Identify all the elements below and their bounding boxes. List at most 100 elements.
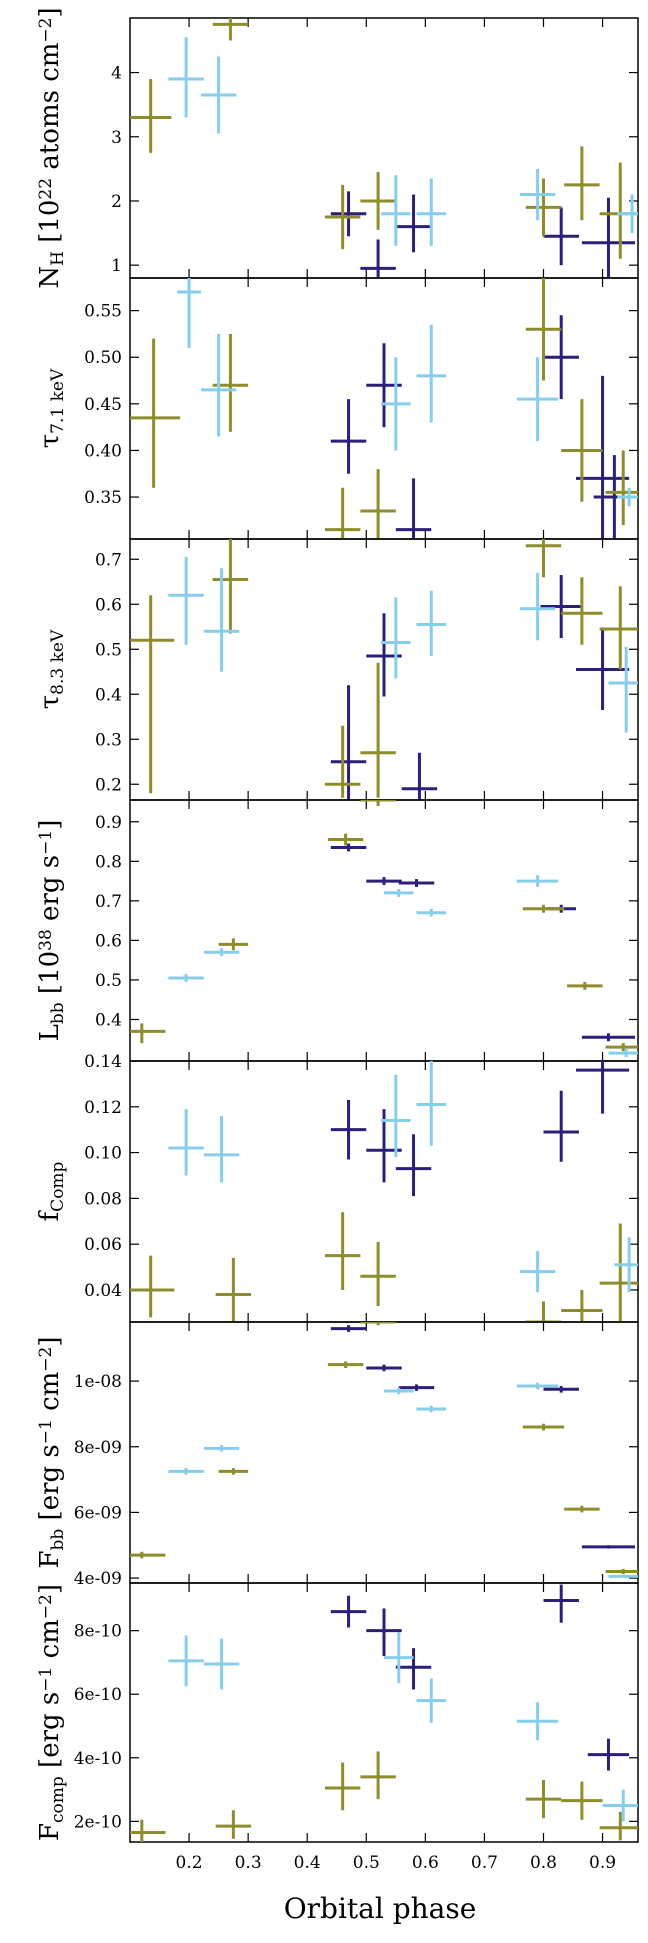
x-tick-label: 0.7 bbox=[471, 1853, 498, 1873]
data-point-light_blue bbox=[168, 1109, 204, 1176]
y-axis-title-part: 38 bbox=[36, 929, 56, 951]
panel-1: 1 2 3 4 NH [1022 atoms cm−2] bbox=[35, 7, 639, 289]
data-point-dark_navy bbox=[543, 1584, 579, 1623]
data-point-light_blue bbox=[608, 647, 638, 733]
data-point-olive bbox=[324, 184, 361, 250]
data-point-light_blue bbox=[168, 557, 204, 645]
y-axis-title-part: L bbox=[35, 1024, 65, 1041]
y-axis-title-part: f bbox=[35, 1209, 65, 1221]
y-tick-label: 0.4 bbox=[95, 685, 122, 705]
data-point-olive bbox=[561, 1781, 603, 1820]
data-point-dark_navy bbox=[581, 1545, 636, 1549]
y-axis-title-part: H bbox=[48, 251, 68, 266]
data-point-light_blue bbox=[203, 948, 240, 957]
y-tick-label: 2e-10 bbox=[74, 1812, 122, 1832]
y-tick-label: 0.5 bbox=[95, 640, 122, 660]
data-point-olive bbox=[218, 1468, 249, 1475]
x-tick-label: 0.3 bbox=[235, 1853, 262, 1873]
data-point-olive bbox=[130, 1255, 175, 1318]
y-tick-label: 4 bbox=[111, 64, 122, 84]
data-point-light_blue bbox=[384, 1632, 414, 1684]
data-point-olive bbox=[605, 1043, 638, 1052]
y-tick-label: 0.6 bbox=[95, 931, 122, 951]
data-point-light_blue bbox=[416, 590, 447, 656]
y-axis-title-part: −1 bbox=[36, 1419, 56, 1444]
y-tick-label: 0.3 bbox=[95, 730, 122, 750]
data-point-olive bbox=[525, 539, 562, 578]
y-axis-title-part: −2 bbox=[36, 1347, 56, 1372]
data-point-olive bbox=[525, 178, 562, 237]
y-tick-label: 0.10 bbox=[84, 1144, 122, 1164]
data-point-light_blue bbox=[416, 324, 447, 423]
data-point-light_blue bbox=[203, 1638, 240, 1690]
y-tick-label: 4e-09 bbox=[74, 1569, 122, 1589]
data-point-light_blue bbox=[168, 37, 204, 118]
data-point-olive bbox=[360, 1241, 396, 1306]
data-point-dark_navy bbox=[395, 1648, 432, 1690]
y-tick-label: 0.50 bbox=[84, 348, 122, 368]
data-point-light_blue bbox=[617, 194, 638, 234]
data-points bbox=[130, 1584, 638, 1842]
y-axis-title-part: cm bbox=[35, 1619, 65, 1666]
panel-4: 0.4 0.5 0.6 0.7 0.8 0.9 Lbb [1038 erg s−1] bbox=[35, 799, 639, 1062]
data-point-light_blue bbox=[519, 1251, 556, 1293]
panel-5: 0.04 0.06 0.08 0.10 0.12 0.14 fComp bbox=[35, 1052, 639, 1323]
y-axis-title-part: N bbox=[35, 266, 65, 289]
data-point-dark_navy bbox=[395, 478, 432, 539]
data-points bbox=[130, 800, 638, 1058]
y-axis-title-part: F bbox=[35, 1823, 65, 1841]
data-point-light_blue bbox=[177, 278, 201, 348]
data-point-dark_navy bbox=[395, 1134, 432, 1197]
data-point-olive bbox=[324, 1212, 361, 1290]
y-axis-title-part: ] bbox=[35, 7, 65, 17]
y-axis-title-part: τ bbox=[35, 695, 65, 709]
y-tick-label: 0.7 bbox=[95, 550, 122, 570]
data-point-light_blue bbox=[168, 1468, 204, 1475]
data-point-dark_navy bbox=[575, 375, 630, 539]
data-point-dark_navy bbox=[366, 877, 402, 886]
data-point-olive bbox=[130, 1023, 166, 1044]
data-point-olive bbox=[561, 1289, 603, 1322]
data-point-olive bbox=[130, 78, 172, 153]
data-point-olive bbox=[525, 278, 562, 381]
data-point-light_blue bbox=[200, 56, 237, 134]
x-tick-label: 0.9 bbox=[589, 1853, 616, 1873]
panel-7: 2e-10 4e-10 6e-10 8e-10 Fcomp [erg s−1 cm−2] bbox=[35, 1582, 639, 1843]
x-axis-title: Orbital phase bbox=[284, 1892, 477, 1925]
x-axis-ticks: 0.2 0.3 0.4 0.5 0.6 0.7 0.8 0.9 bbox=[176, 1853, 617, 1873]
panel-2: 0.35 0.40 0.45 0.50 0.55 τ7.1 keV bbox=[35, 277, 639, 540]
data-point-light_blue bbox=[416, 1405, 447, 1413]
y-axis-title-part: 22 bbox=[36, 178, 56, 200]
y-tick-label: 6e-10 bbox=[74, 1685, 122, 1705]
y-axis-title-part: Comp bbox=[48, 1161, 68, 1211]
y-tick-label: 0.12 bbox=[84, 1098, 122, 1118]
data-point-olive bbox=[561, 399, 603, 502]
y-tick-label: 0.4 bbox=[95, 1010, 122, 1030]
panel-6: 4e-09 6e-09 8e-09 1e-08 Fbb [erg s−1 cm−2] bbox=[35, 1321, 639, 1589]
y-axis-title-part: −1 bbox=[36, 830, 56, 855]
data-point-light_blue bbox=[519, 168, 556, 221]
data-point-dark_navy bbox=[366, 1608, 402, 1657]
data-point-olive bbox=[324, 1762, 361, 1811]
data-point-olive bbox=[215, 1810, 252, 1839]
data-point-light_blue bbox=[416, 178, 447, 246]
x-tick-label: 0.2 bbox=[176, 1853, 203, 1873]
data-point-dark_navy bbox=[543, 207, 579, 266]
y-axis-title-part: 8.3 keV bbox=[48, 629, 68, 695]
y-tick-label: 0.06 bbox=[84, 1235, 122, 1255]
data-point-light_blue bbox=[608, 1574, 638, 1579]
data-point-light_blue bbox=[203, 1445, 240, 1452]
x-tick-label: 0.6 bbox=[412, 1853, 439, 1873]
data-point-olive bbox=[522, 1423, 565, 1431]
y-tick-label: 0.35 bbox=[84, 488, 122, 508]
data-point-olive bbox=[567, 981, 603, 990]
data-point-olive bbox=[525, 1780, 562, 1819]
y-axis-title-part: ] bbox=[35, 1584, 65, 1594]
y-axis-title: fComp bbox=[35, 1161, 68, 1221]
data-point-light_blue bbox=[168, 1635, 204, 1687]
y-axis-title: Fcomp [erg s−1 cm−2] bbox=[35, 1584, 68, 1841]
data-point-dark_navy bbox=[330, 1595, 367, 1628]
y-tick-label: 2 bbox=[111, 192, 122, 212]
data-point-dark_navy bbox=[398, 879, 435, 887]
